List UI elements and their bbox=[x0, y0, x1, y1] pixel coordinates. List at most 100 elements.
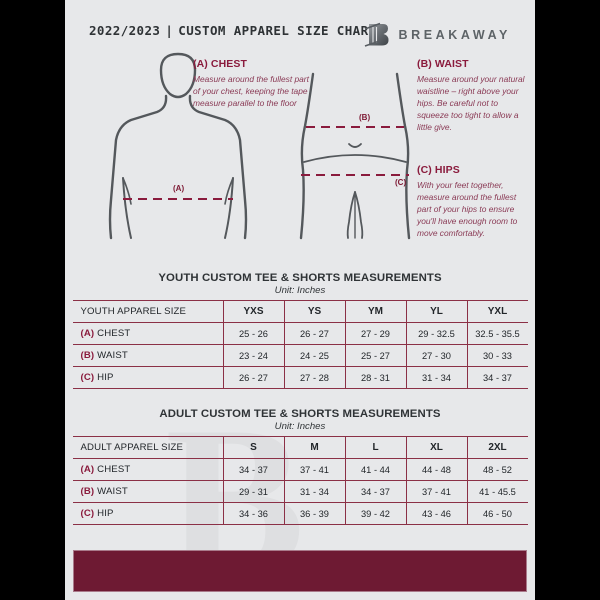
callout-chest: (A) CHEST Measure around the fullest par… bbox=[193, 58, 313, 110]
chest-dimension-label: (A) bbox=[173, 184, 185, 193]
cell: 28 - 31 bbox=[344, 366, 406, 389]
cell: 41 - 44 bbox=[344, 458, 406, 481]
row-label: CHEST bbox=[97, 464, 131, 475]
adult-row-waist-label: (B) WAIST bbox=[72, 480, 223, 503]
adult-table-title: ADULT CUSTOM TEE & SHORTS MEASUREMENTS bbox=[159, 408, 441, 420]
cell: 46 - 50 bbox=[466, 502, 528, 525]
table-row: (C) HIP 34 - 36 36 - 39 39 - 42 43 - 46 … bbox=[72, 502, 528, 525]
callout-waist-body: Measure around your natural waistline – … bbox=[417, 74, 525, 132]
youth-row-chest-label: (A) CHEST bbox=[72, 322, 223, 345]
header-title: CUSTOM APPAREL SIZE CHART bbox=[178, 23, 377, 38]
brand-name: BREAKAWAY bbox=[398, 28, 511, 42]
cell: 29 - 32.5 bbox=[405, 322, 467, 345]
youth-col-yxs: YXS bbox=[222, 300, 284, 323]
row-label: WAIST bbox=[97, 486, 128, 497]
cell: 27 - 28 bbox=[283, 366, 345, 389]
waist-dimension-label: (B) bbox=[359, 113, 371, 122]
table-row: (B) WAIST 23 - 24 24 - 25 25 - 27 27 - 3… bbox=[72, 344, 528, 367]
table-row: (B) WAIST 29 - 31 31 - 34 34 - 37 37 - 4… bbox=[72, 480, 528, 503]
row-tag: (A) bbox=[80, 328, 95, 339]
adult-table-unit: Unit: Inches bbox=[274, 421, 326, 432]
adult-col-l: L bbox=[344, 436, 406, 459]
youth-row-hip-label: (C) HIP bbox=[72, 366, 223, 389]
youth-size-section: YOUTH CUSTOM TEE & SHORTS MEASUREMENTS U… bbox=[65, 272, 535, 389]
cell: 34 - 37 bbox=[344, 480, 406, 503]
cell: 23 - 24 bbox=[222, 344, 284, 367]
cell: 43 - 46 bbox=[405, 502, 467, 525]
cell: 30 - 33 bbox=[466, 344, 528, 367]
table-row: (C) HIP 26 - 27 27 - 28 28 - 31 31 - 34 … bbox=[72, 366, 528, 389]
breakaway-b-logo-icon bbox=[365, 22, 389, 47]
youth-col-ys: YS bbox=[283, 300, 345, 323]
brand-lockup: BREAKAWAY bbox=[363, 20, 511, 50]
youth-row-header-label: YOUTH APPAREL SIZE bbox=[72, 300, 223, 323]
adult-row-hip-label: (C) HIP bbox=[72, 502, 223, 525]
callout-hips-title: HIPS bbox=[434, 164, 460, 176]
youth-row-waist-label: (B) WAIST bbox=[72, 344, 223, 367]
cell: 44 - 48 bbox=[405, 458, 467, 481]
callout-waist-title: WAIST bbox=[434, 58, 469, 70]
row-tag: (B) bbox=[80, 486, 95, 497]
adult-row-chest-label: (A) CHEST bbox=[72, 458, 223, 481]
table-header-row: YOUTH APPAREL SIZE YXS YS YM YL YXL bbox=[72, 300, 528, 323]
cell: 48 - 52 bbox=[466, 458, 528, 481]
header-separator: | bbox=[165, 23, 174, 38]
cell: 26 - 27 bbox=[283, 322, 345, 345]
row-tag: (B) bbox=[80, 350, 95, 361]
cell: 26 - 27 bbox=[222, 366, 284, 389]
row-label: WAIST bbox=[97, 350, 128, 361]
hips-waist-illustration bbox=[299, 72, 411, 240]
cell: 37 - 41 bbox=[405, 480, 467, 503]
cell: 34 - 37 bbox=[466, 366, 528, 389]
youth-size-table: YOUTH APPAREL SIZE YXS YS YM YL YXL (A) … bbox=[72, 300, 528, 389]
cell: 31 - 34 bbox=[283, 480, 345, 503]
callout-chest-body: Measure around the fullest part of your … bbox=[193, 74, 309, 108]
cell: 25 - 26 bbox=[222, 322, 284, 345]
cell: 29 - 31 bbox=[222, 480, 284, 503]
footer-banner-bar bbox=[73, 550, 527, 592]
adult-col-2xl: 2XL bbox=[466, 436, 528, 459]
youth-table-title: YOUTH CUSTOM TEE & SHORTS MEASUREMENTS bbox=[158, 272, 442, 284]
adult-size-table: ADULT APPAREL SIZE S M L XL 2XL (A) CHES… bbox=[72, 436, 528, 525]
size-chart-page: B 2022/2023|CUSTOM APPAREL SIZE CHART BR… bbox=[65, 0, 535, 600]
youth-col-yl: YL bbox=[405, 300, 467, 323]
cell: 24 - 25 bbox=[283, 344, 345, 367]
callout-hips-heading: (C) HIPS bbox=[417, 164, 529, 176]
adult-col-s: S bbox=[222, 436, 284, 459]
adult-col-m: M bbox=[283, 436, 345, 459]
callout-hips-tag: (C) bbox=[417, 164, 432, 176]
cell: 39 - 42 bbox=[344, 502, 406, 525]
page-header: 2022/2023 | CUSTOM APPAREL SIZE CHART BREA… bbox=[65, 20, 535, 52]
table-row: (A) CHEST 34 - 37 37 - 41 41 - 44 44 - 4… bbox=[72, 458, 528, 481]
cell: 27 - 29 bbox=[344, 322, 406, 345]
callout-chest-title: CHEST bbox=[210, 58, 248, 70]
youth-col-ym: YM bbox=[344, 300, 406, 323]
callout-chest-tag: (A) bbox=[193, 58, 208, 70]
table-header-row: ADULT APPAREL SIZE S M L XL 2XL bbox=[72, 436, 528, 459]
cell: 34 - 37 bbox=[222, 458, 284, 481]
callout-waist: (B) WAIST Measure around your natural wa… bbox=[417, 58, 529, 134]
cell: 37 - 41 bbox=[283, 458, 345, 481]
adult-col-xl: XL bbox=[405, 436, 467, 459]
hip-dimension-label: (C) bbox=[395, 178, 407, 187]
row-tag: (A) bbox=[80, 464, 95, 475]
row-tag: (C) bbox=[80, 372, 95, 383]
header-season: 2022/2023 bbox=[89, 23, 161, 38]
callout-hips-body: With your feet together, measure around … bbox=[417, 180, 518, 238]
row-label: CHEST bbox=[97, 328, 131, 339]
cell: 41 - 45.5 bbox=[466, 480, 528, 503]
cell: 32.5 - 35.5 bbox=[466, 322, 528, 345]
youth-table-unit: Unit: Inches bbox=[274, 285, 326, 296]
row-label: HIP bbox=[97, 372, 114, 383]
adult-size-section: ADULT CUSTOM TEE & SHORTS MEASUREMENTS U… bbox=[65, 408, 535, 525]
adult-row-header-label: ADULT APPAREL SIZE bbox=[72, 436, 223, 459]
cell: 31 - 34 bbox=[405, 366, 467, 389]
callout-hips: (C) HIPS With your feet together, measur… bbox=[417, 164, 529, 240]
cell: 36 - 39 bbox=[283, 502, 345, 525]
row-tag: (C) bbox=[80, 508, 95, 519]
row-label: HIP bbox=[97, 508, 114, 519]
cell: 25 - 27 bbox=[344, 344, 406, 367]
cell: 34 - 36 bbox=[222, 502, 284, 525]
cell: 27 - 30 bbox=[405, 344, 467, 367]
table-row: (A) CHEST 25 - 26 26 - 27 27 - 29 29 - 3… bbox=[72, 322, 528, 345]
